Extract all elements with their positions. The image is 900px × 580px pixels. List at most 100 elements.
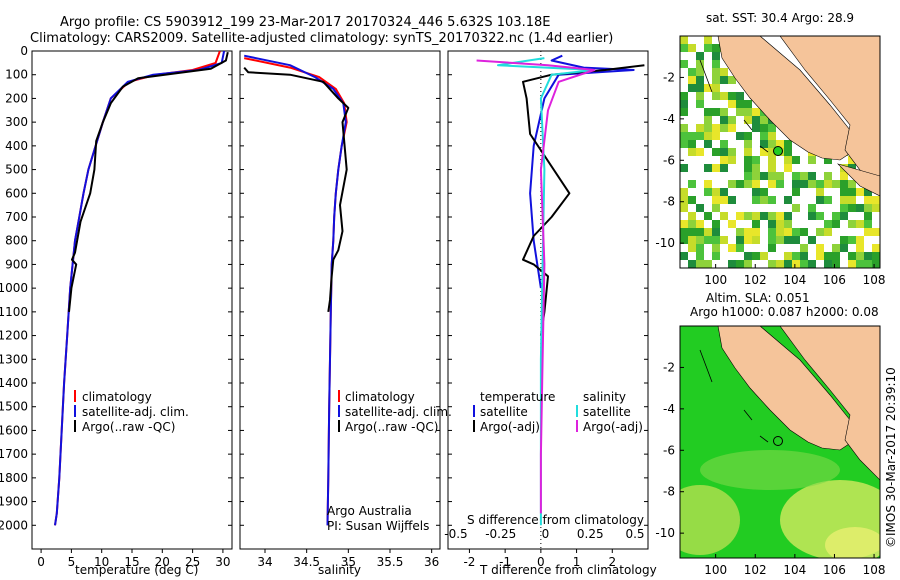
sst-cell — [680, 124, 688, 132]
sst-cell — [736, 180, 744, 188]
x-tick-label: 0 — [537, 555, 545, 569]
sst-cell — [864, 260, 872, 268]
imos-watermark: ©IMOS 30-Mar-2017 20:39:10 — [884, 367, 898, 548]
map-lat-label: -10 — [655, 236, 675, 250]
depth-tick-label: 900 — [5, 257, 28, 271]
sst-cell — [864, 252, 872, 260]
salinity-x-label: salinity — [318, 563, 361, 577]
sst-cell — [832, 244, 840, 252]
sst-cell — [696, 132, 704, 140]
sst-cell — [712, 244, 720, 252]
sumatra-land — [717, 36, 856, 161]
sst-cell — [760, 196, 768, 204]
sst-cell — [728, 156, 736, 164]
sst-cell — [680, 60, 688, 68]
sst-cell — [688, 148, 696, 156]
sst-cell — [768, 260, 776, 268]
sst-cell — [808, 260, 816, 268]
sst-cell — [872, 228, 880, 236]
sla-high-anomaly — [825, 527, 880, 558]
sst-cell — [720, 108, 728, 116]
sst-cell — [760, 172, 768, 180]
sst-cell — [856, 260, 864, 268]
sst-cell — [712, 252, 720, 260]
sst-cell — [848, 220, 856, 228]
sst-cell — [688, 68, 696, 76]
legend-heading-temperature: temperature — [480, 390, 555, 404]
x-tick-label: -2 — [463, 555, 475, 569]
sst-cell — [752, 124, 760, 132]
sst-cell — [784, 228, 792, 236]
legend-label-temp-satellite: satellite — [480, 405, 528, 419]
sst-cell — [680, 188, 688, 196]
depth-tick-label: 1100 — [0, 305, 28, 319]
x-tick-label: -1 — [499, 555, 511, 569]
sst-cell — [696, 60, 704, 68]
sst-map-title: sat. SST: 30.4 Argo: 28.9 — [706, 11, 854, 25]
depth-tick-label: 0 — [20, 44, 28, 58]
map-lat-label: -10 — [655, 526, 675, 540]
sst-cell — [768, 212, 776, 220]
x-tick-label: 25 — [185, 555, 200, 569]
sla-map-frame — [679, 325, 881, 559]
sst-cell — [712, 52, 720, 60]
map-lon-label: 104 — [783, 273, 806, 287]
sst-cell — [720, 140, 728, 148]
sst-cell — [848, 204, 856, 212]
sst-cell — [720, 68, 728, 76]
map-lat-label: -6 — [663, 443, 675, 457]
temperature-panel-frame — [31, 50, 233, 550]
borneo-java-land — [779, 326, 880, 481]
sst-cell — [832, 180, 840, 188]
sst-cell — [864, 228, 872, 236]
sst-cell — [744, 236, 752, 244]
sst-map-frame — [679, 35, 881, 269]
map-lat-label: -2 — [663, 360, 675, 374]
sst-cell — [736, 100, 744, 108]
sst-cell — [688, 140, 696, 148]
sst-cell — [688, 260, 696, 268]
sst-cell — [864, 188, 872, 196]
sst-cell — [680, 140, 688, 148]
depth-tick-label: 500 — [5, 163, 28, 177]
sst-cell — [720, 124, 728, 132]
sst-cell — [768, 148, 776, 156]
legend-label-climatology: climatology — [345, 390, 415, 404]
sst-cell — [696, 76, 704, 84]
sst-cell — [872, 260, 880, 268]
sst-cell — [744, 252, 752, 260]
argo-location-marker — [773, 436, 783, 446]
sst-cell — [744, 140, 752, 148]
sst-cell — [784, 148, 792, 156]
sst-cell — [712, 204, 720, 212]
sst-cell — [704, 228, 712, 236]
sst-cell — [720, 156, 728, 164]
sst-cell — [696, 244, 704, 252]
sst-cell — [704, 140, 712, 148]
sst-cell — [848, 180, 856, 188]
sst-cell — [744, 148, 752, 156]
sst-cell — [848, 156, 856, 164]
sumatra-land — [717, 326, 856, 451]
s-diff-tick-label: -0.25 — [485, 527, 516, 541]
sst-cell — [744, 132, 752, 140]
sst-cell — [808, 172, 816, 180]
depth-tick-label: 800 — [5, 234, 28, 248]
sst-cell — [688, 236, 696, 244]
sst-cell — [856, 236, 864, 244]
sst-map — [680, 36, 880, 268]
sst-cell — [776, 260, 784, 268]
sst-cell — [848, 236, 856, 244]
sst-cell — [816, 188, 824, 196]
sst-cell — [784, 220, 792, 228]
difference-x-label: T difference from climatology — [479, 563, 657, 577]
sst-cell — [832, 252, 840, 260]
depth-tick-label: 100 — [5, 68, 28, 82]
sst-cell — [728, 260, 736, 268]
s-diff-tick-label: 0.5 — [625, 527, 644, 541]
sst-cell — [736, 236, 744, 244]
sst-cell — [704, 108, 712, 116]
sst-cell — [736, 244, 744, 252]
map-lat-label: -6 — [663, 153, 675, 167]
sst-cell — [768, 220, 776, 228]
